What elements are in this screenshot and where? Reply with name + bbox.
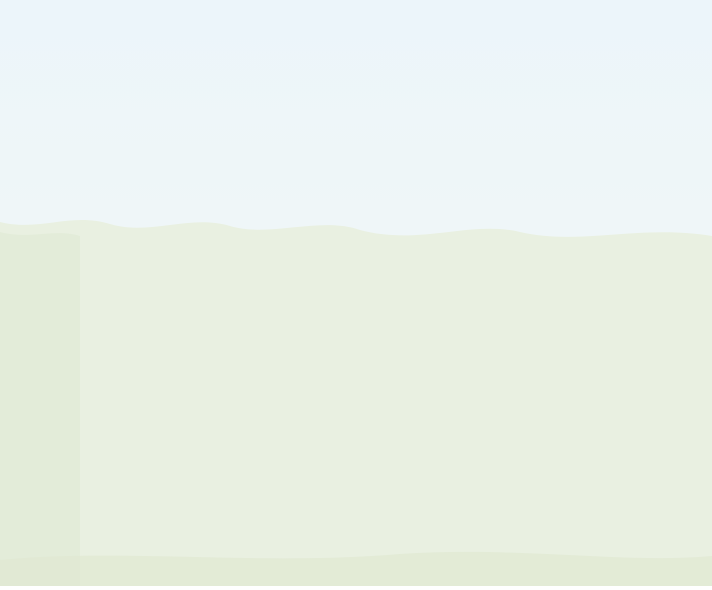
chart-scene: 012345678910 BananaGrapesApplesPears [0, 0, 712, 586]
background-landscape [0, 0, 712, 586]
